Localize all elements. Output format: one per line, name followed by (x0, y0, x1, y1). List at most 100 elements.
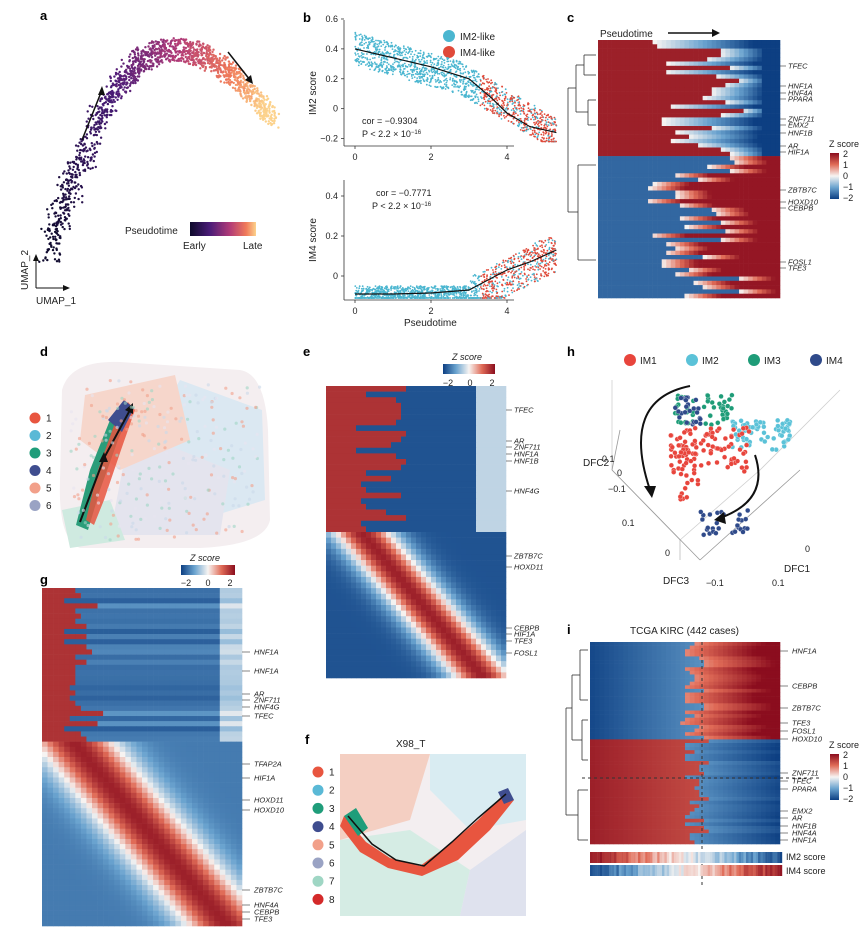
umap-point (55, 260, 59, 263)
umap-point (90, 126, 93, 129)
c-heat-cell (711, 57, 717, 62)
umap-point (188, 55, 191, 59)
top-plot-point (380, 64, 383, 67)
umap-point (70, 201, 73, 204)
top-plot-point (555, 124, 557, 126)
c-heat-cell (670, 78, 676, 84)
c-heat-cell (707, 78, 713, 84)
bottom-plot-point (489, 285, 491, 288)
umap-point (218, 52, 222, 56)
umap-point (221, 64, 224, 67)
c-heat-cell (734, 87, 740, 92)
bottom-plot-point (485, 294, 488, 296)
umap-point (204, 67, 207, 70)
bottom-plot-point (366, 289, 368, 292)
umap-point (159, 38, 163, 41)
umap-point (54, 215, 57, 218)
top-plot-point (502, 102, 505, 105)
top-plot-point (367, 45, 369, 48)
umap-point (208, 66, 212, 69)
c-heat-cell (698, 70, 703, 75)
top-plot-point (465, 90, 468, 93)
bottom-plot-point (530, 267, 532, 269)
bottom-plot-point (361, 290, 363, 293)
top-plot-point (465, 85, 467, 88)
umap-point (210, 62, 214, 66)
top-plot-point (359, 60, 362, 62)
top-plot-point (522, 108, 525, 111)
c-heat-cell (629, 74, 635, 79)
bottom-plot-point (413, 288, 416, 291)
umap-point (144, 50, 148, 54)
c-heat-cell (711, 87, 717, 92)
bottom-plot-point (482, 295, 485, 297)
umap-point (157, 62, 161, 66)
c-heat-cell (602, 40, 608, 45)
bottom-plot-point (422, 286, 425, 288)
umap-point (197, 53, 200, 57)
c-heat-cell (725, 61, 731, 67)
top-plot-point (527, 110, 530, 112)
umap-point (215, 57, 218, 60)
top-plot-point (545, 139, 548, 142)
c-heat-cell (770, 78, 776, 84)
bottom-plot-point (504, 259, 507, 262)
c-heat-cell (679, 100, 685, 105)
bottom-plot-point (520, 271, 523, 273)
top-plot-point (434, 79, 437, 81)
c-heat-cell (679, 40, 685, 45)
umap-point (105, 121, 108, 124)
top-plot-point (397, 50, 400, 53)
umap-point (161, 55, 164, 58)
c-heat-cell (702, 44, 708, 49)
top-plot-point (517, 101, 520, 104)
c-heat-cell (770, 48, 776, 54)
top-plot-point (460, 63, 463, 65)
top-plot-point (547, 114, 549, 117)
c-heat-cell (748, 78, 753, 84)
c-heat-cell (743, 65, 749, 71)
c-heat-cell (666, 65, 672, 71)
c-heat-cell (716, 65, 722, 71)
top-plot-point (496, 112, 498, 115)
umap-point (53, 222, 56, 225)
top-plot-point (453, 75, 456, 77)
umap-point (81, 160, 84, 163)
c-heat-cell (620, 100, 626, 105)
umap-point (93, 133, 97, 136)
umap-point (201, 42, 205, 45)
bottom-plot-point (380, 291, 383, 293)
top-plot-point (366, 53, 368, 55)
c-heat-cell (607, 48, 612, 54)
top-plot-point (446, 79, 448, 82)
c-heat-cell (648, 78, 653, 84)
bottom-plot-point (534, 280, 536, 283)
c-heat-cell (684, 48, 690, 54)
umap-point (165, 52, 168, 55)
top-plot-point (553, 121, 556, 123)
umap-point (135, 78, 138, 82)
bottom-plot-point (473, 294, 475, 297)
top-plot-point (492, 109, 494, 112)
c-heat-cell (657, 52, 662, 58)
c-heat-cell (734, 61, 740, 67)
bottom-plot-point (482, 285, 485, 287)
c-heat-cell (643, 91, 649, 97)
top-ytick-label: 0.2 (325, 74, 338, 84)
c-heat-cell (666, 57, 672, 62)
top-plot-point (407, 52, 409, 55)
umap-point (246, 85, 249, 88)
c-heat-cell (720, 70, 726, 75)
c-heat-cell (775, 48, 781, 54)
top-plot-point (542, 127, 545, 129)
top-plot-point (394, 44, 397, 47)
umap-point (199, 67, 202, 70)
c-heat-cell (620, 83, 626, 88)
top-plot-point (500, 118, 503, 120)
top-plot-point (420, 82, 422, 85)
c-heat-cell (729, 74, 735, 79)
c-heat-cell (734, 70, 740, 75)
c-heat-cell (602, 95, 608, 101)
c-heat-cell (725, 65, 731, 71)
top-plot-point (441, 58, 444, 61)
